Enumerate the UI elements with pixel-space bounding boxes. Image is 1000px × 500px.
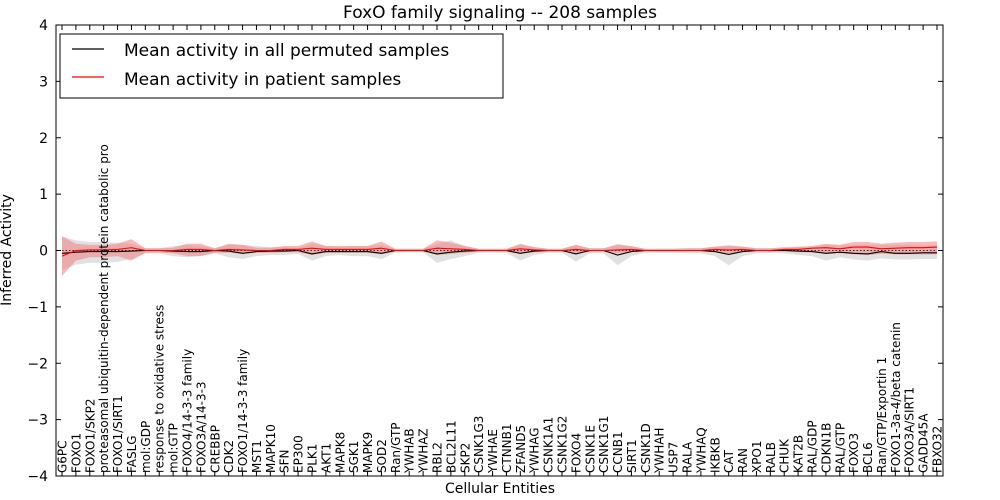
- legend-box: [59, 33, 504, 99]
- x-tick-label: RAL/GTP: [833, 423, 847, 473]
- x-tick-label: FOXO1/SKP2: [83, 398, 97, 473]
- x-tick-label: CAT: [722, 449, 736, 473]
- x-tick-label: Ran/GTP: [389, 422, 403, 473]
- x-tick-label: MST1: [250, 440, 264, 473]
- x-tick-label: YWHAB: [403, 428, 417, 474]
- series-lines: [61, 246, 938, 257]
- x-tick-label: CSNK1D: [639, 423, 653, 473]
- x-tick-label: GADD45A: [917, 413, 931, 473]
- x-tick-label: RAL/GDP: [806, 420, 820, 473]
- x-tick-label: mol:GDP: [139, 421, 153, 473]
- series-line: [61, 246, 938, 257]
- y-axis-label: Inferred Activity: [0, 194, 15, 306]
- x-tick-label: YWHAQ: [694, 427, 708, 474]
- x-tick-label: CSNK1G2: [556, 416, 570, 473]
- x-tick-label: FOXO1/SIRT1: [111, 395, 125, 473]
- chart-title: FoxO family signaling -- 208 samples: [343, 3, 657, 23]
- x-tick-label: FOXO4: [569, 433, 583, 473]
- x-tick-label: CDKN1B: [819, 423, 833, 473]
- x-tick-label: MAPK10: [264, 424, 278, 473]
- x-tick-label: CSNK1G3: [472, 416, 486, 473]
- x-tick-label: CREBBP: [208, 425, 222, 473]
- x-tick-label: CHUK: [778, 438, 792, 473]
- x-tick-label: SOD2: [375, 439, 389, 473]
- y-tick-label: 2: [39, 131, 48, 147]
- x-tick-label: IKBKB: [708, 437, 722, 473]
- x-tick-label: KAT2B: [792, 435, 806, 473]
- x-tick-label: RALB: [764, 442, 778, 473]
- x-tick-label: proteasomal ubiquitin-dependent protein …: [97, 144, 111, 473]
- x-tick-label: FOXO1-3a-4/beta catenin: [889, 322, 903, 473]
- x-axis-label: Cellular Entities: [445, 481, 555, 497]
- x-tick-label: SKP2: [458, 443, 472, 473]
- x-tick-label: BCL2L11: [444, 420, 458, 473]
- x-tick-label: FOXO1: [69, 433, 83, 473]
- x-tick-label: EP300: [292, 435, 306, 473]
- x-tick-label: PLK1: [306, 444, 320, 473]
- y-tick-label: −1: [27, 300, 48, 316]
- x-tick-label: CCNB1: [611, 431, 625, 473]
- x-tick-label: FOXO4/14-3-3 family: [181, 349, 195, 473]
- x-tick-label: FOXO3: [847, 433, 861, 473]
- x-axis: G6PC FOXO1 FOXO1/SKP2 proteasomal ubiquitin…: [56, 25, 945, 476]
- x-tick-label: CSNK1A1: [542, 417, 556, 473]
- x-tick-label: YWHAE: [486, 429, 500, 474]
- x-tick-label: Ran/GTP/Exportin 1: [875, 357, 889, 473]
- x-tick-label: YWHAH: [653, 428, 667, 474]
- y-axis: −4 −3 −2 −1 0 1 2 3 4: [27, 18, 943, 485]
- x-tick-label: G6PC: [56, 440, 70, 473]
- y-tick-label: 0: [39, 244, 48, 260]
- x-tick-label: mol:GTP: [167, 423, 181, 473]
- x-tick-label: FASLG: [125, 435, 139, 473]
- x-tick-label: AKT1: [319, 443, 333, 473]
- x-tick-label: SFN: [278, 450, 292, 474]
- y-tick-label: 3: [39, 74, 48, 90]
- x-tick-label: MAPK8: [333, 432, 347, 473]
- x-tick-label: SIRT1: [625, 439, 639, 473]
- x-tick-label: USP7: [667, 442, 681, 473]
- x-tick-label: CSNK1E: [583, 425, 597, 473]
- x-tick-label: BCL6: [861, 442, 875, 473]
- x-tick-label: CTNNB1: [500, 423, 514, 473]
- y-tick-label: −3: [27, 413, 48, 429]
- legend-label-patient: Mean activity in patient samples: [124, 70, 401, 90]
- x-tick-label: FOXO1/14-3-3 family: [236, 349, 250, 473]
- x-tick-label: MAPK9: [361, 432, 375, 473]
- legend: Mean activity in all permuted samples Me…: [59, 33, 504, 99]
- x-tick-label: RALA: [681, 441, 695, 473]
- x-tick-label: YWHAZ: [417, 428, 431, 474]
- x-tick-label: RAN: [736, 448, 750, 473]
- confidence-bands: [62, 236, 937, 276]
- x-tick-label: CDK2: [222, 440, 236, 473]
- x-tick-label: RBL2: [431, 442, 445, 473]
- x-tick-label: XPO1: [750, 440, 764, 473]
- x-tick-label: YWHAG: [528, 427, 542, 474]
- y-tick-label: 1: [39, 187, 48, 203]
- x-tick-label: SGK1: [347, 441, 361, 473]
- y-tick-label: −2: [27, 356, 48, 372]
- x-tick-label: FOXO3A/14-3-3: [194, 381, 208, 473]
- x-tick-label: FOXO3A/SIRT1: [903, 387, 917, 473]
- y-tick-label: 4: [39, 18, 48, 34]
- x-tick-label: CSNK1G1: [597, 416, 611, 473]
- x-tick-label: ZFAND5: [514, 425, 528, 473]
- legend-label-permuted: Mean activity in all permuted samples: [124, 41, 449, 61]
- y-tick-label: −4: [27, 469, 48, 485]
- x-tick-label: response to oxidative stress: [153, 305, 167, 473]
- x-tick-label: FBXO32: [931, 426, 945, 473]
